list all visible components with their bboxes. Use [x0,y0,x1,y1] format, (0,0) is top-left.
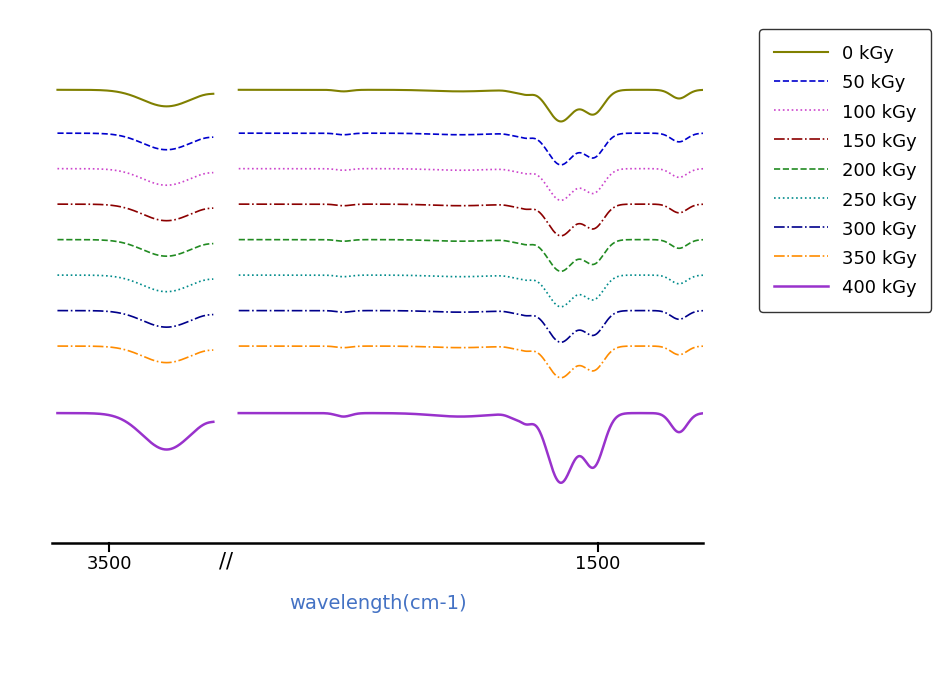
Text: wavelength(cm-1): wavelength(cm-1) [289,594,466,613]
Legend: 0 kGy, 50 kGy, 100 kGy, 150 kGy, 200 kGy, 250 kGy, 300 kGy, 350 kGy, 400 kGy: 0 kGy, 50 kGy, 100 kGy, 150 kGy, 200 kGy… [759,29,931,312]
Text: //: // [218,551,233,571]
